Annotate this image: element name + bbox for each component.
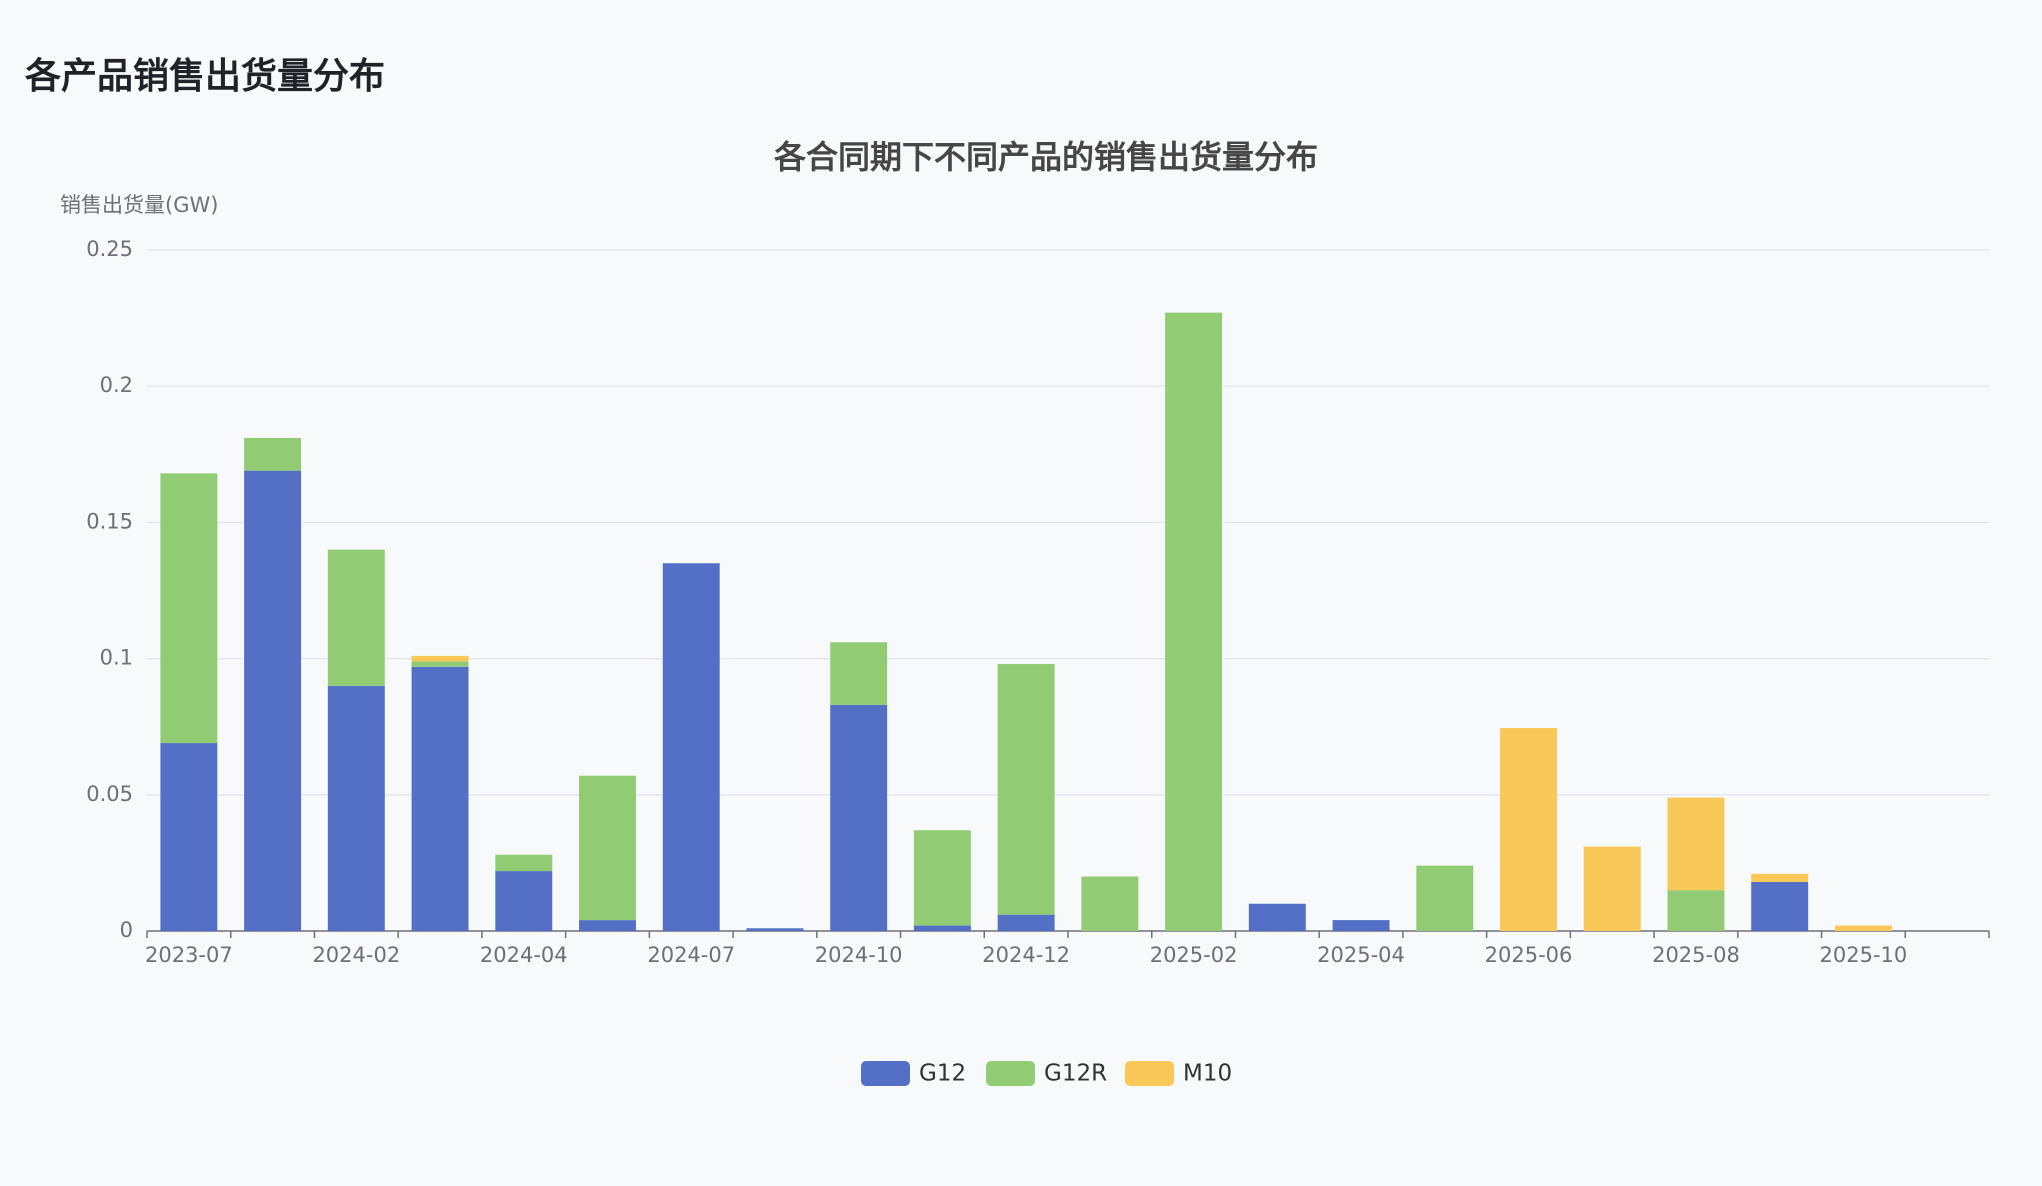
bar-segment	[913, 925, 971, 931]
bar-segment	[1834, 925, 1892, 931]
x-tick-label: 2025-04	[1317, 943, 1405, 967]
legend-swatch	[1125, 1061, 1174, 1086]
bar-segment	[1667, 890, 1725, 931]
bar-segment	[579, 920, 636, 931]
legend-label: G12	[919, 1061, 966, 1087]
bar-segment	[327, 685, 385, 931]
bar-segment	[160, 743, 218, 931]
y-tick-label: 0.05	[86, 782, 133, 806]
bar-segment	[662, 563, 720, 931]
bar-segment	[579, 775, 636, 921]
y-tick-label: 0.1	[100, 646, 133, 670]
bar-segment	[160, 473, 218, 744]
bar-segment	[913, 830, 971, 926]
x-tick-label: 2024-02	[312, 943, 400, 967]
x-tick-label: 2025-10	[1820, 943, 1908, 967]
bar-segment	[495, 871, 553, 931]
x-tick-label: 2024-10	[815, 943, 903, 967]
bar-segment	[1751, 881, 1809, 931]
bar-segment	[1500, 728, 1557, 931]
y-tick-label: 0	[120, 918, 133, 942]
bar-segment	[830, 704, 888, 931]
bar-segment	[1165, 312, 1223, 932]
y-tick-label: 0.25	[86, 237, 133, 261]
bar-segment	[411, 666, 469, 931]
bar-segment	[1416, 865, 1474, 931]
x-tick-label: 2025-08	[1652, 943, 1740, 967]
bar-segment	[997, 664, 1055, 915]
bar-segment	[746, 928, 804, 931]
bar-segment	[495, 854, 553, 872]
x-tick-label: 2024-04	[480, 943, 568, 967]
bar-segment	[244, 437, 302, 471]
bar-segment	[997, 914, 1055, 931]
bar-segment	[411, 655, 469, 662]
legend-label: M10	[1183, 1061, 1232, 1087]
bar-segment	[1751, 873, 1809, 882]
bar-segment	[1248, 903, 1306, 931]
bar-segment	[411, 661, 469, 667]
x-tick-label: 2025-02	[1150, 943, 1238, 967]
y-tick-label: 0.15	[86, 509, 133, 533]
page-title: 各产品销售出货量分布	[25, 56, 385, 97]
x-tick-label: 2024-12	[982, 943, 1070, 967]
x-tick-label: 2024-07	[647, 943, 735, 967]
chart-title: 各合同期下不同产品的销售出货量分布	[774, 138, 1318, 176]
bar-segment	[244, 470, 302, 931]
bar-segment	[1667, 797, 1725, 891]
y-axis-label: 销售出货量(GW)	[60, 193, 218, 217]
legend-swatch	[861, 1061, 910, 1086]
bar-segment	[1583, 846, 1641, 931]
legend-swatch	[986, 1061, 1035, 1086]
bar-segment	[830, 642, 888, 705]
x-tick-label: 2025-06	[1485, 943, 1573, 967]
y-tick-label: 0.2	[100, 373, 133, 397]
legend-label: G12R	[1044, 1061, 1107, 1087]
x-tick-label: 2023-07	[145, 943, 233, 967]
bar-segment	[327, 549, 385, 686]
bar-segment	[1081, 876, 1139, 931]
bar-segment	[1332, 920, 1390, 931]
